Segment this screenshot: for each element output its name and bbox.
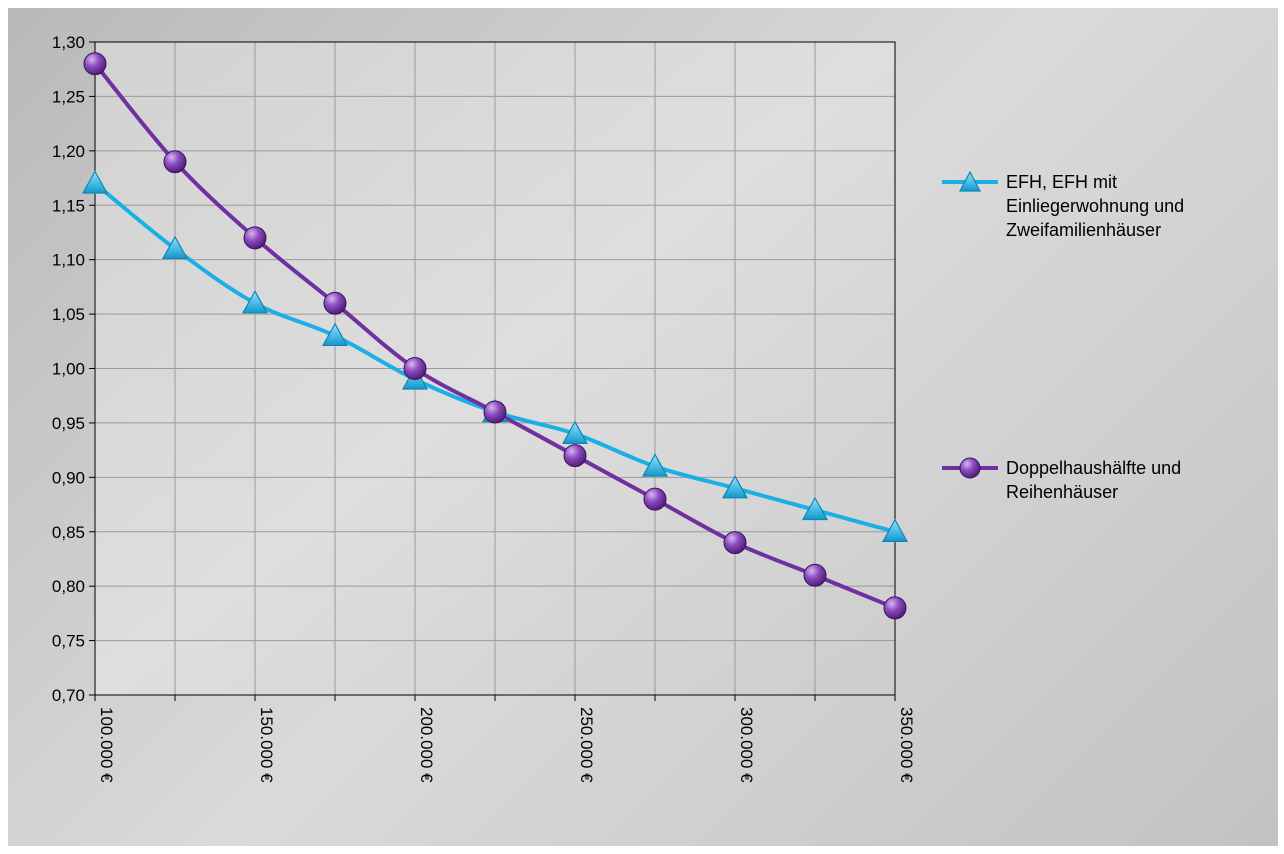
y-tick-label: 0,80	[52, 577, 85, 596]
x-tick-label: 250.000 €	[577, 707, 596, 783]
data-point-circle	[643, 487, 667, 511]
y-tick-label: 1,30	[52, 33, 85, 52]
data-point-triangle	[81, 170, 109, 194]
series-line-2	[93, 62, 896, 610]
x-tick-label: 100.000 €	[97, 707, 116, 783]
y-tick-label: 1,20	[52, 142, 85, 161]
y-tick-label: 1,25	[52, 87, 85, 106]
series	[81, 52, 909, 620]
y-tick-label: 0,95	[52, 414, 85, 433]
y-tick-label: 0,70	[52, 686, 85, 705]
data-point-triangle	[881, 518, 909, 542]
legend: EFH, EFH mit Einliegerwohnung und Zweifa…	[940, 170, 1260, 530]
data-point-triangle	[721, 474, 749, 499]
data-point-circle	[723, 531, 747, 555]
data-point-circle	[323, 291, 347, 315]
legend-entry-dhh: Doppelhaushälfte und Reihenhäuser	[940, 456, 1260, 516]
x-tick-label: 300.000 €	[737, 707, 756, 783]
y-tick-label: 0,90	[52, 468, 85, 487]
data-point-circle	[883, 596, 907, 620]
legend-entry-efh: EFH, EFH mit Einliegerwohnung und Zweifa…	[940, 170, 1260, 250]
y-tick-label: 1,10	[52, 251, 85, 270]
plot-border	[94, 41, 896, 696]
data-point-circle	[803, 563, 827, 587]
y-tick-label: 1,00	[52, 360, 85, 379]
x-tick-label: 150.000 €	[257, 707, 276, 783]
circle-marker-icon	[942, 457, 998, 479]
x-tick-label: 200.000 €	[417, 707, 436, 783]
data-point-circle	[83, 52, 107, 76]
y-tick-label: 1,05	[52, 305, 85, 324]
triangle-marker-icon	[942, 170, 998, 192]
x-axis-ticks: 100.000 € 150.000 € 200.000 € 250.000 € 300.…	[97, 707, 916, 783]
data-point-circle	[563, 444, 587, 468]
data-point-triangle	[561, 420, 589, 444]
data-point-circle	[483, 400, 507, 424]
y-axis-ticks: 0,70 0,75 0,80 0,85 0,90 0,95 1,00 1,05 1,10 1,15…	[52, 33, 85, 705]
legend-label-efh: EFH, EFH mit Einliegerwohnung und Zweifa…	[1006, 172, 1185, 240]
y-tick-label: 0,85	[52, 523, 85, 542]
axes	[89, 41, 896, 701]
data-point-triangle	[241, 289, 269, 314]
data-point-triangle	[801, 496, 829, 521]
legend-label-dhh: Doppelhaushälfte und Reihenhäuser	[1006, 458, 1182, 502]
data-point-triangle	[641, 453, 669, 477]
y-tick-label: 0,75	[52, 632, 85, 651]
data-point-triangle	[321, 322, 349, 347]
data-point-triangle	[161, 235, 189, 259]
data-point-circle	[243, 226, 267, 250]
x-tick-label: 350.000 €	[897, 707, 916, 783]
y-tick-label: 1,15	[52, 196, 85, 215]
data-point-circle	[163, 150, 187, 174]
data-point-circle	[403, 357, 427, 380]
